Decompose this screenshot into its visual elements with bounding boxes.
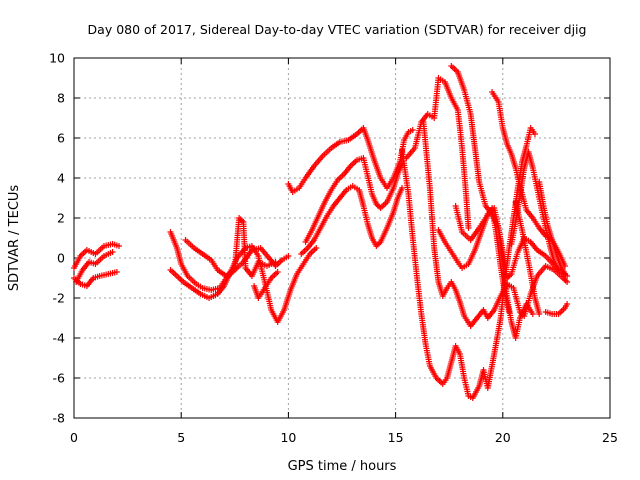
data-point xyxy=(116,243,123,249)
y-tick-label: 6 xyxy=(57,131,65,146)
data-point xyxy=(465,225,472,231)
data-series-2 xyxy=(71,269,120,289)
axis-ticks: 0 5 10 15 20 25 -8 -6 -4 -2 0 2 4 6 8 10 xyxy=(49,51,618,446)
data-point xyxy=(506,309,513,315)
data-point xyxy=(399,185,406,191)
data-series-17 xyxy=(452,203,513,315)
y-tick-label: 10 xyxy=(49,51,65,66)
y-tick-label: -2 xyxy=(53,291,65,306)
data-point xyxy=(409,127,416,133)
data-point xyxy=(561,271,568,277)
data-series-20 xyxy=(512,199,543,317)
data-series-21 xyxy=(542,301,571,317)
y-tick-label: 0 xyxy=(57,251,65,266)
x-tick-label: 0 xyxy=(70,430,78,445)
y-tick-label: 2 xyxy=(57,211,65,226)
data-series-6 xyxy=(182,215,279,279)
data-point xyxy=(113,269,120,275)
data-marks xyxy=(71,63,571,401)
y-axis-label: SDTVAR / TECUs xyxy=(7,185,22,292)
plot-frame xyxy=(73,57,611,419)
data-point xyxy=(109,249,116,255)
x-tick-label: 25 xyxy=(602,430,618,445)
y-tick-label: -6 xyxy=(53,371,66,386)
y-tick-label: 4 xyxy=(57,171,65,186)
x-tick-label: 20 xyxy=(495,430,511,445)
x-tick-label: 5 xyxy=(177,430,185,445)
data-point xyxy=(564,279,571,285)
data-series-8 xyxy=(285,125,416,195)
y-tick-label: -4 xyxy=(53,331,66,346)
data-point xyxy=(531,131,538,137)
data-point xyxy=(564,301,571,307)
data-point xyxy=(274,269,281,275)
x-axis-label: GPS time / hours xyxy=(288,459,397,474)
data-series-15 xyxy=(448,63,536,341)
data-series-3 xyxy=(73,249,116,285)
data-point xyxy=(529,311,536,317)
chart-title: Day 080 of 2017, Sidereal Day-to-day VTE… xyxy=(88,22,587,37)
data-series-1 xyxy=(71,241,123,271)
data-series-19 xyxy=(536,179,568,277)
x-tick-label: 15 xyxy=(388,430,404,445)
data-series-10 xyxy=(298,183,406,257)
data-point xyxy=(272,259,279,265)
data-series-11 xyxy=(403,75,472,231)
data-point xyxy=(313,245,320,251)
y-tick-label: 8 xyxy=(57,91,65,106)
data-point xyxy=(536,311,543,317)
data-series-7 xyxy=(251,269,281,301)
data-point xyxy=(285,253,292,259)
data-series-5 xyxy=(167,243,320,325)
y-tick-label: -8 xyxy=(53,411,66,426)
data-series-9 xyxy=(302,155,406,245)
grid-lines xyxy=(74,58,610,418)
x-tick-label: 10 xyxy=(280,430,296,445)
